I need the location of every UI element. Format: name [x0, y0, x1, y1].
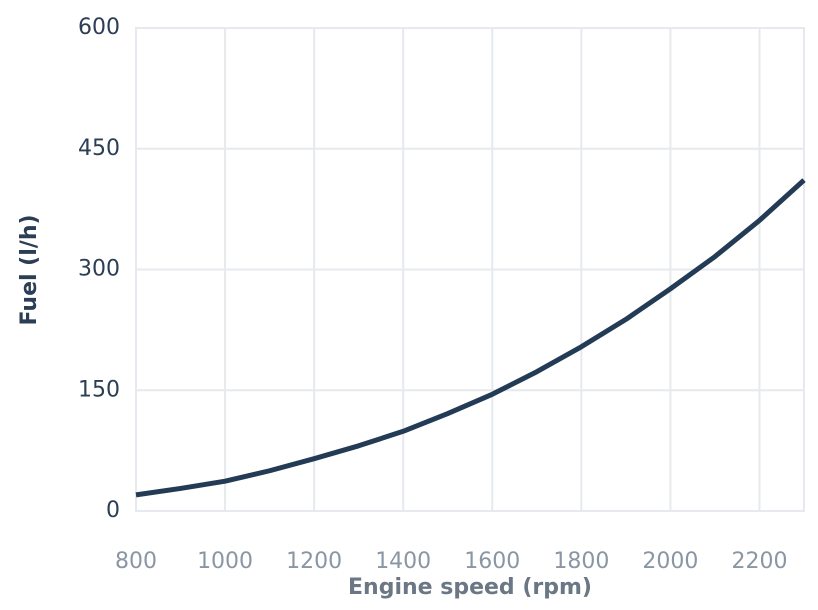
y-tick-label: 450	[78, 136, 120, 161]
y-tick-label: 150	[78, 377, 120, 402]
x-tick-label: 800	[115, 549, 157, 574]
x-tick-label: 1600	[464, 549, 520, 574]
x-axis-title: Engine speed (rpm)	[348, 575, 592, 600]
x-tick-label: 1200	[286, 549, 342, 574]
line	[135, 178, 806, 498]
y-axis-title: Fuel (l/h)	[17, 214, 42, 325]
x-tick-label: 1000	[197, 549, 253, 574]
y-tick-label: 600	[78, 15, 120, 40]
y-tick-label: 0	[106, 498, 120, 523]
x-tick-label: 2200	[731, 549, 787, 574]
y-tick-label: 300	[78, 257, 120, 282]
x-tick-label: 2000	[642, 549, 698, 574]
x-tick-label: 1400	[375, 549, 431, 574]
x-tick-label: 1800	[553, 549, 609, 574]
